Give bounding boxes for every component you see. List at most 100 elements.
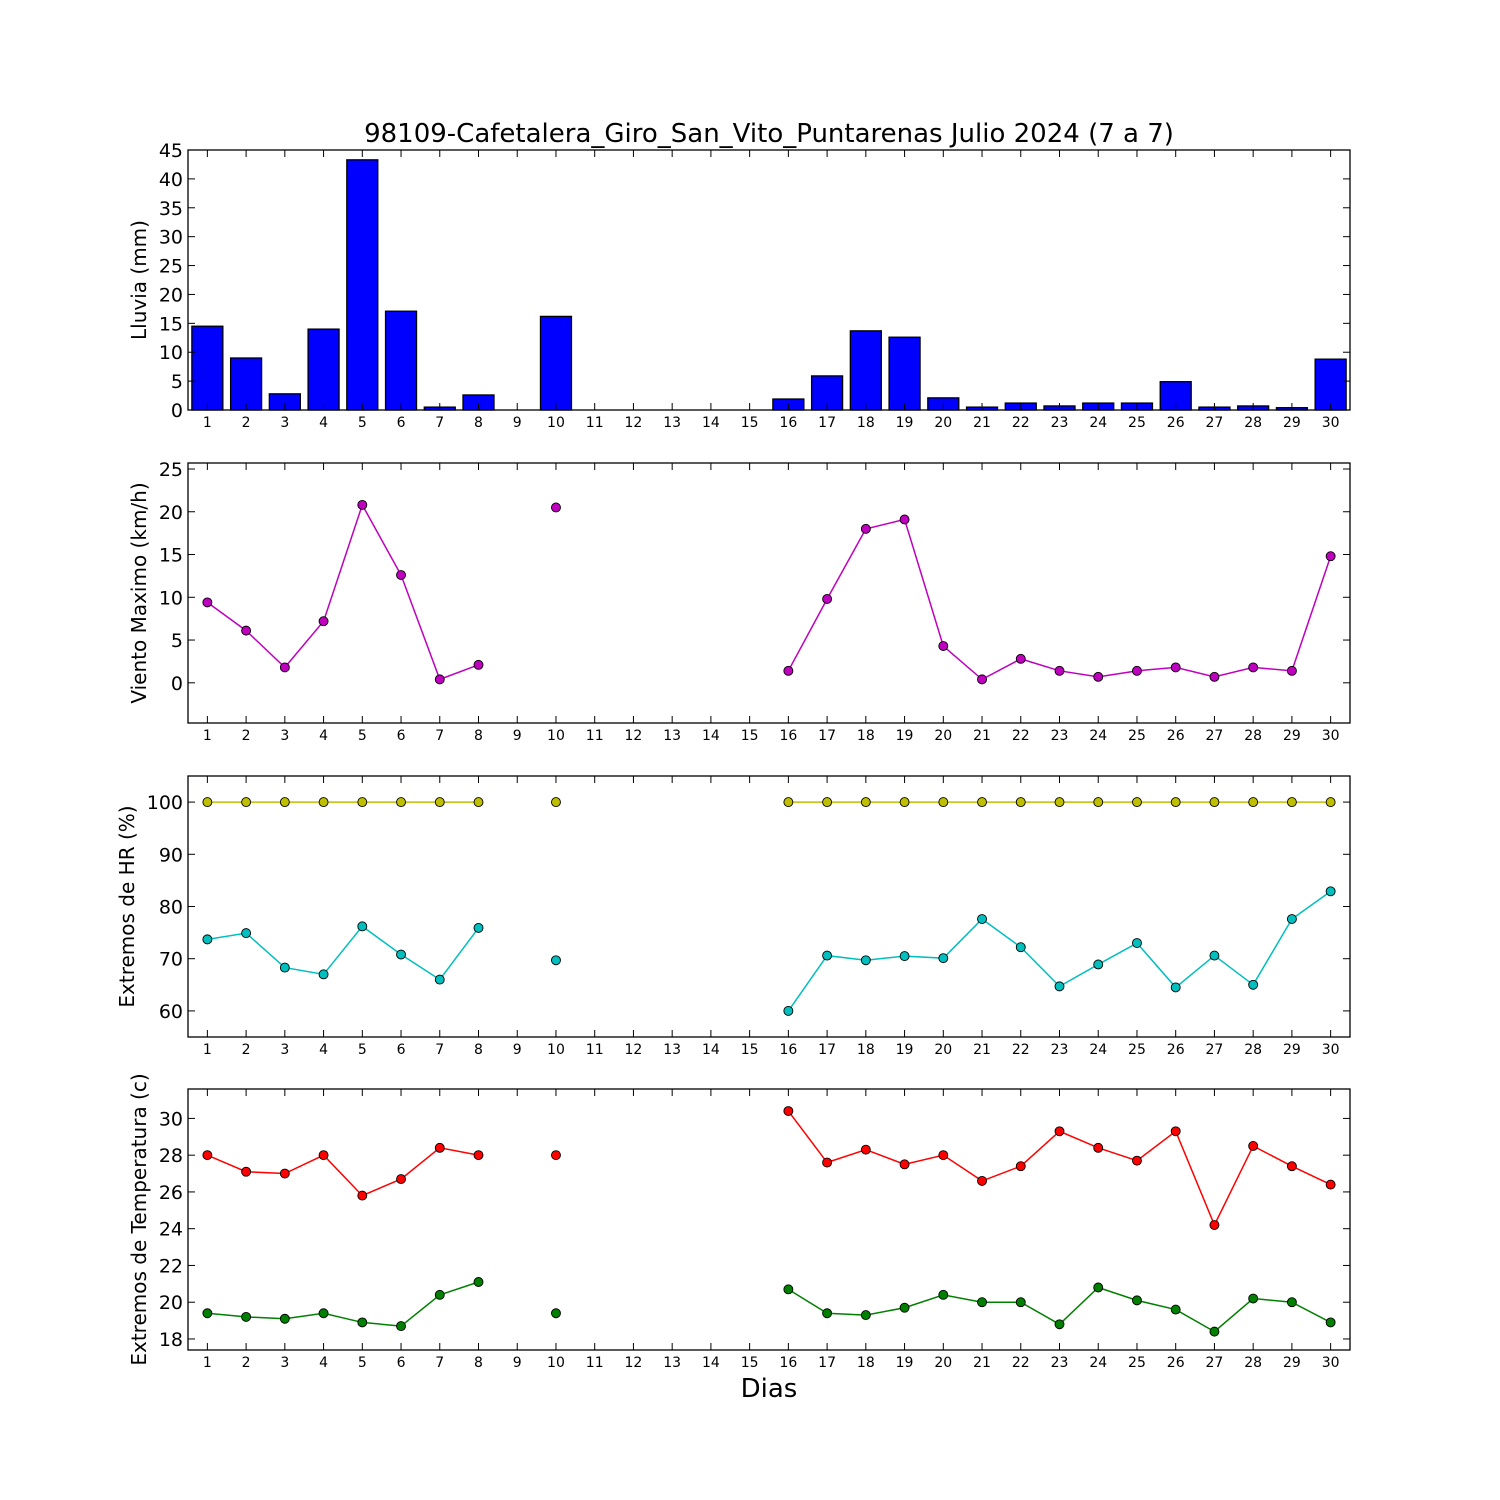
plot-frame (187, 149, 1351, 411)
point-day-30 (1325, 886, 1336, 897)
point-day-22 (1015, 942, 1026, 953)
x-tick-label: 17 (818, 1355, 836, 1371)
y-tick-label: 80 (159, 897, 183, 919)
x-tick-label: 6 (397, 1355, 406, 1371)
point-day-17 (822, 1157, 833, 1168)
point-day-27 (1209, 797, 1220, 808)
point-day-3 (279, 662, 290, 673)
plot-frame (187, 1088, 1351, 1351)
x-tick-label: 1 (203, 1042, 212, 1058)
x-tick-label: 25 (1128, 1355, 1146, 1371)
x-tick-label: 19 (896, 1042, 914, 1058)
y-tick-label: 25 (159, 256, 183, 278)
point-day-7 (434, 1289, 445, 1300)
y-tick-label: 40 (159, 169, 183, 191)
point-day-27 (1209, 1326, 1220, 1337)
x-tick-label: 1 (203, 1355, 212, 1371)
x-tick-label: 21 (973, 1042, 991, 1058)
point-day-27 (1209, 671, 1220, 682)
y-axis-label: Viento Maximo (km/h) (127, 482, 151, 703)
x-tick-label: 24 (1089, 728, 1107, 744)
x-tick-label: 17 (818, 728, 836, 744)
plot-frame (187, 462, 1351, 724)
y-tick-label: 60 (159, 1001, 183, 1023)
point-day-20 (938, 1289, 949, 1300)
point-day-10 (551, 1308, 561, 1319)
y-tick-label: 35 (159, 198, 183, 220)
x-tick-label: 21 (973, 728, 991, 744)
x-tick-label: 5 (358, 728, 367, 744)
x-tick-label: 14 (702, 415, 720, 431)
point-day-5 (357, 797, 368, 808)
y-tick-label: 18 (159, 1329, 183, 1351)
point-day-21 (977, 1297, 987, 1308)
point-day-16 (783, 1284, 794, 1295)
point-day-6 (396, 570, 406, 580)
point-day-6 (396, 1174, 406, 1185)
x-tick-label: 29 (1283, 415, 1301, 431)
point-day-5 (357, 921, 368, 932)
x-tick-label: 13 (663, 1042, 681, 1058)
point-day-4 (318, 969, 329, 980)
x-tick-label: 21 (973, 1355, 991, 1371)
point-day-29 (1286, 1297, 1297, 1308)
y-tick-label: 28 (159, 1145, 183, 1167)
x-tick-label: 5 (358, 415, 367, 431)
x-tick-label: 30 (1322, 1355, 1340, 1371)
bar-day-5 (346, 159, 379, 411)
point-day-20 (938, 641, 949, 651)
point-day-19 (899, 951, 910, 962)
point-day-25 (1132, 1155, 1142, 1166)
point-day-2 (241, 797, 252, 808)
x-tick-label: 8 (474, 728, 483, 744)
x-tick-label: 24 (1089, 1355, 1107, 1371)
x-tick-label: 25 (1128, 1042, 1146, 1058)
x-tick-label: 30 (1322, 1042, 1340, 1058)
point-day-26 (1170, 797, 1181, 808)
point-day-1 (202, 597, 213, 608)
x-tick-label: 2 (242, 728, 251, 744)
y-tick-label: 30 (159, 1108, 183, 1130)
point-day-30 (1325, 797, 1336, 808)
point-day-20 (938, 953, 949, 964)
x-tick-label: 10 (547, 1042, 565, 1058)
point-day-18 (860, 1144, 871, 1155)
point-day-28 (1248, 662, 1259, 673)
y-tick-label: 45 (159, 140, 183, 162)
point-day-5 (357, 1190, 368, 1201)
point-day-16 (783, 1005, 794, 1016)
x-tick-label: 22 (1012, 1042, 1030, 1058)
x-axis-label: Dias (741, 1374, 798, 1404)
point-day-22 (1015, 797, 1026, 808)
x-tick-label: 3 (280, 728, 289, 744)
x-tick-label: 4 (319, 415, 328, 431)
x-tick-label: 11 (586, 1355, 604, 1371)
point-day-28 (1248, 979, 1259, 990)
point-day-25 (1132, 665, 1142, 676)
point-day-23 (1054, 665, 1065, 676)
x-tick-label: 13 (663, 1355, 681, 1371)
series-line-segment (207, 1281, 479, 1327)
point-day-2 (241, 1166, 252, 1177)
y-tick-label: 15 (159, 313, 183, 335)
x-tick-label: 8 (474, 415, 483, 431)
x-tick-label: 29 (1283, 1355, 1301, 1371)
x-tick-label: 23 (1051, 1042, 1069, 1058)
point-day-5 (357, 1317, 368, 1328)
point-day-20 (938, 797, 949, 808)
point-day-18 (860, 797, 871, 808)
point-day-1 (202, 1150, 213, 1161)
x-tick-label: 9 (513, 415, 522, 431)
point-day-6 (396, 1321, 406, 1332)
x-tick-label: 26 (1167, 415, 1185, 431)
x-tick-label: 8 (474, 1355, 483, 1371)
x-tick-label: 7 (435, 1355, 444, 1371)
x-tick-label: 14 (702, 1355, 720, 1371)
bar-day-4 (307, 328, 340, 411)
x-tick-label: 15 (741, 415, 759, 431)
point-day-23 (1054, 1319, 1065, 1330)
x-tick-label: 15 (741, 1355, 759, 1371)
